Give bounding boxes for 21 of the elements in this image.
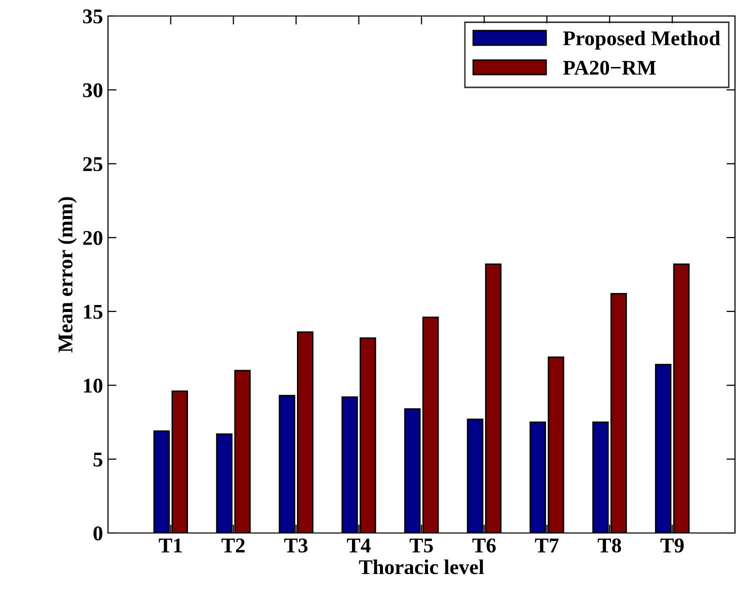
x-tick-label: T1 — [158, 538, 182, 552]
x-tick-label: T6 — [472, 538, 496, 553]
x-tick-label: T2 — [222, 538, 245, 552]
y-tick-label: 30 — [83, 83, 102, 98]
x-tick-label: T5 — [410, 538, 433, 553]
x-axis-title: Thoracic level — [359, 560, 484, 574]
x-tick-label: T3 — [284, 538, 308, 553]
x-tick-label: T4 — [346, 538, 371, 552]
y-tick-label: 35 — [83, 9, 102, 24]
legend-label: PA20−RM — [563, 60, 656, 75]
y-tick-label: 20 — [83, 230, 102, 246]
x-tick-label: T7 — [535, 538, 559, 552]
y-tick-label: 5 — [94, 452, 102, 467]
y-tick-label: 10 — [84, 378, 102, 393]
x-tick-label: T9 — [660, 538, 684, 553]
y-tick-label: 0 — [94, 526, 102, 540]
y-tick-label: 15 — [84, 304, 102, 319]
legend-label: Proposed Method — [563, 30, 720, 50]
x-tick-label: T8 — [598, 538, 622, 553]
y-tick-label: 25 — [83, 157, 102, 172]
y-axis-title: Mean error (mm) — [58, 197, 77, 352]
